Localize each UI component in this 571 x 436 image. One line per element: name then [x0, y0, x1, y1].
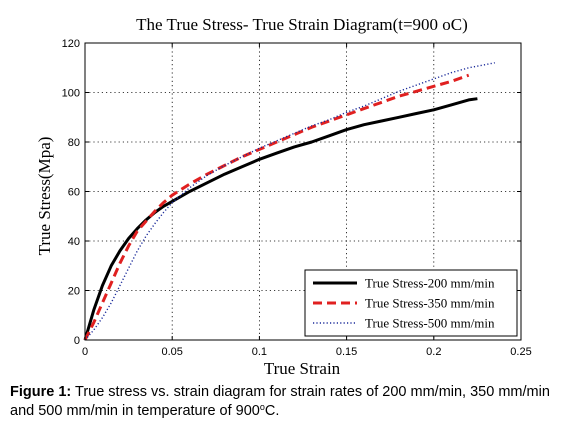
y-axis-label: True Stress(Mpa) [35, 137, 54, 256]
y-tick-label: 100 [62, 88, 80, 100]
x-tick-label: 0.15 [336, 346, 357, 358]
x-tick-label: 0.05 [161, 346, 182, 358]
y-tick-label: 80 [68, 137, 80, 149]
series-line-1 [83, 97, 478, 341]
legend-label-1: True Stress-200 mm/min [365, 276, 495, 291]
legend: True Stress-200 mm/min True Stress-350 mm… [304, 269, 518, 337]
caption-suffix: C. [264, 403, 280, 419]
legend-box [304, 269, 518, 337]
x-axis-label: True Strain [264, 359, 341, 378]
x-tick-label: 0.2 [426, 346, 441, 358]
axis-ticks: 0 0.05 0.1 0.15 0.2 0.25 0 20 40 60 80 100 120 [62, 38, 532, 358]
x-tick-label: 0 [82, 346, 88, 358]
stress-strain-chart: The True Stress- True Strain Diagram(t=9… [35, 15, 532, 378]
x-tick-label: 0.25 [510, 346, 531, 358]
legend-label-2: True Stress-350 mm/min [365, 296, 495, 311]
x-tick-label: 0.1 [252, 346, 267, 358]
y-tick-label: 120 [62, 38, 80, 50]
y-tick-label: 40 [68, 236, 80, 248]
y-tick-label: 60 [68, 187, 80, 199]
y-tick-label: 0 [74, 335, 80, 347]
series-line-2 [83, 73, 470, 341]
caption-label: Figure 1: [10, 384, 72, 400]
caption-text: True stress vs. strain diagram for strai… [10, 384, 550, 419]
legend-label-3: True Stress-500 mm/min [365, 316, 495, 331]
series-lines [83, 62, 495, 341]
y-tick-label: 20 [68, 286, 80, 298]
figure-caption: Figure 1: True stress vs. strain diagram… [10, 383, 565, 421]
chart-title: The True Stress- True Strain Diagram(t=9… [136, 15, 468, 34]
caption-superscript: o [259, 402, 265, 412]
